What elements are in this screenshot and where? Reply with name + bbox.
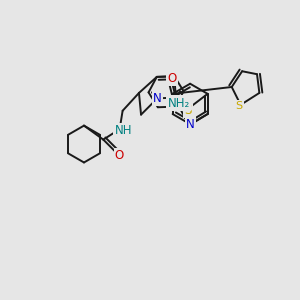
Text: N: N (153, 92, 162, 105)
Text: NH: NH (115, 124, 132, 137)
Text: O: O (168, 72, 177, 85)
Text: S: S (236, 101, 243, 111)
Text: N: N (186, 118, 194, 130)
Text: S: S (184, 104, 191, 117)
Text: O: O (115, 149, 124, 162)
Text: NH₂: NH₂ (168, 97, 190, 110)
